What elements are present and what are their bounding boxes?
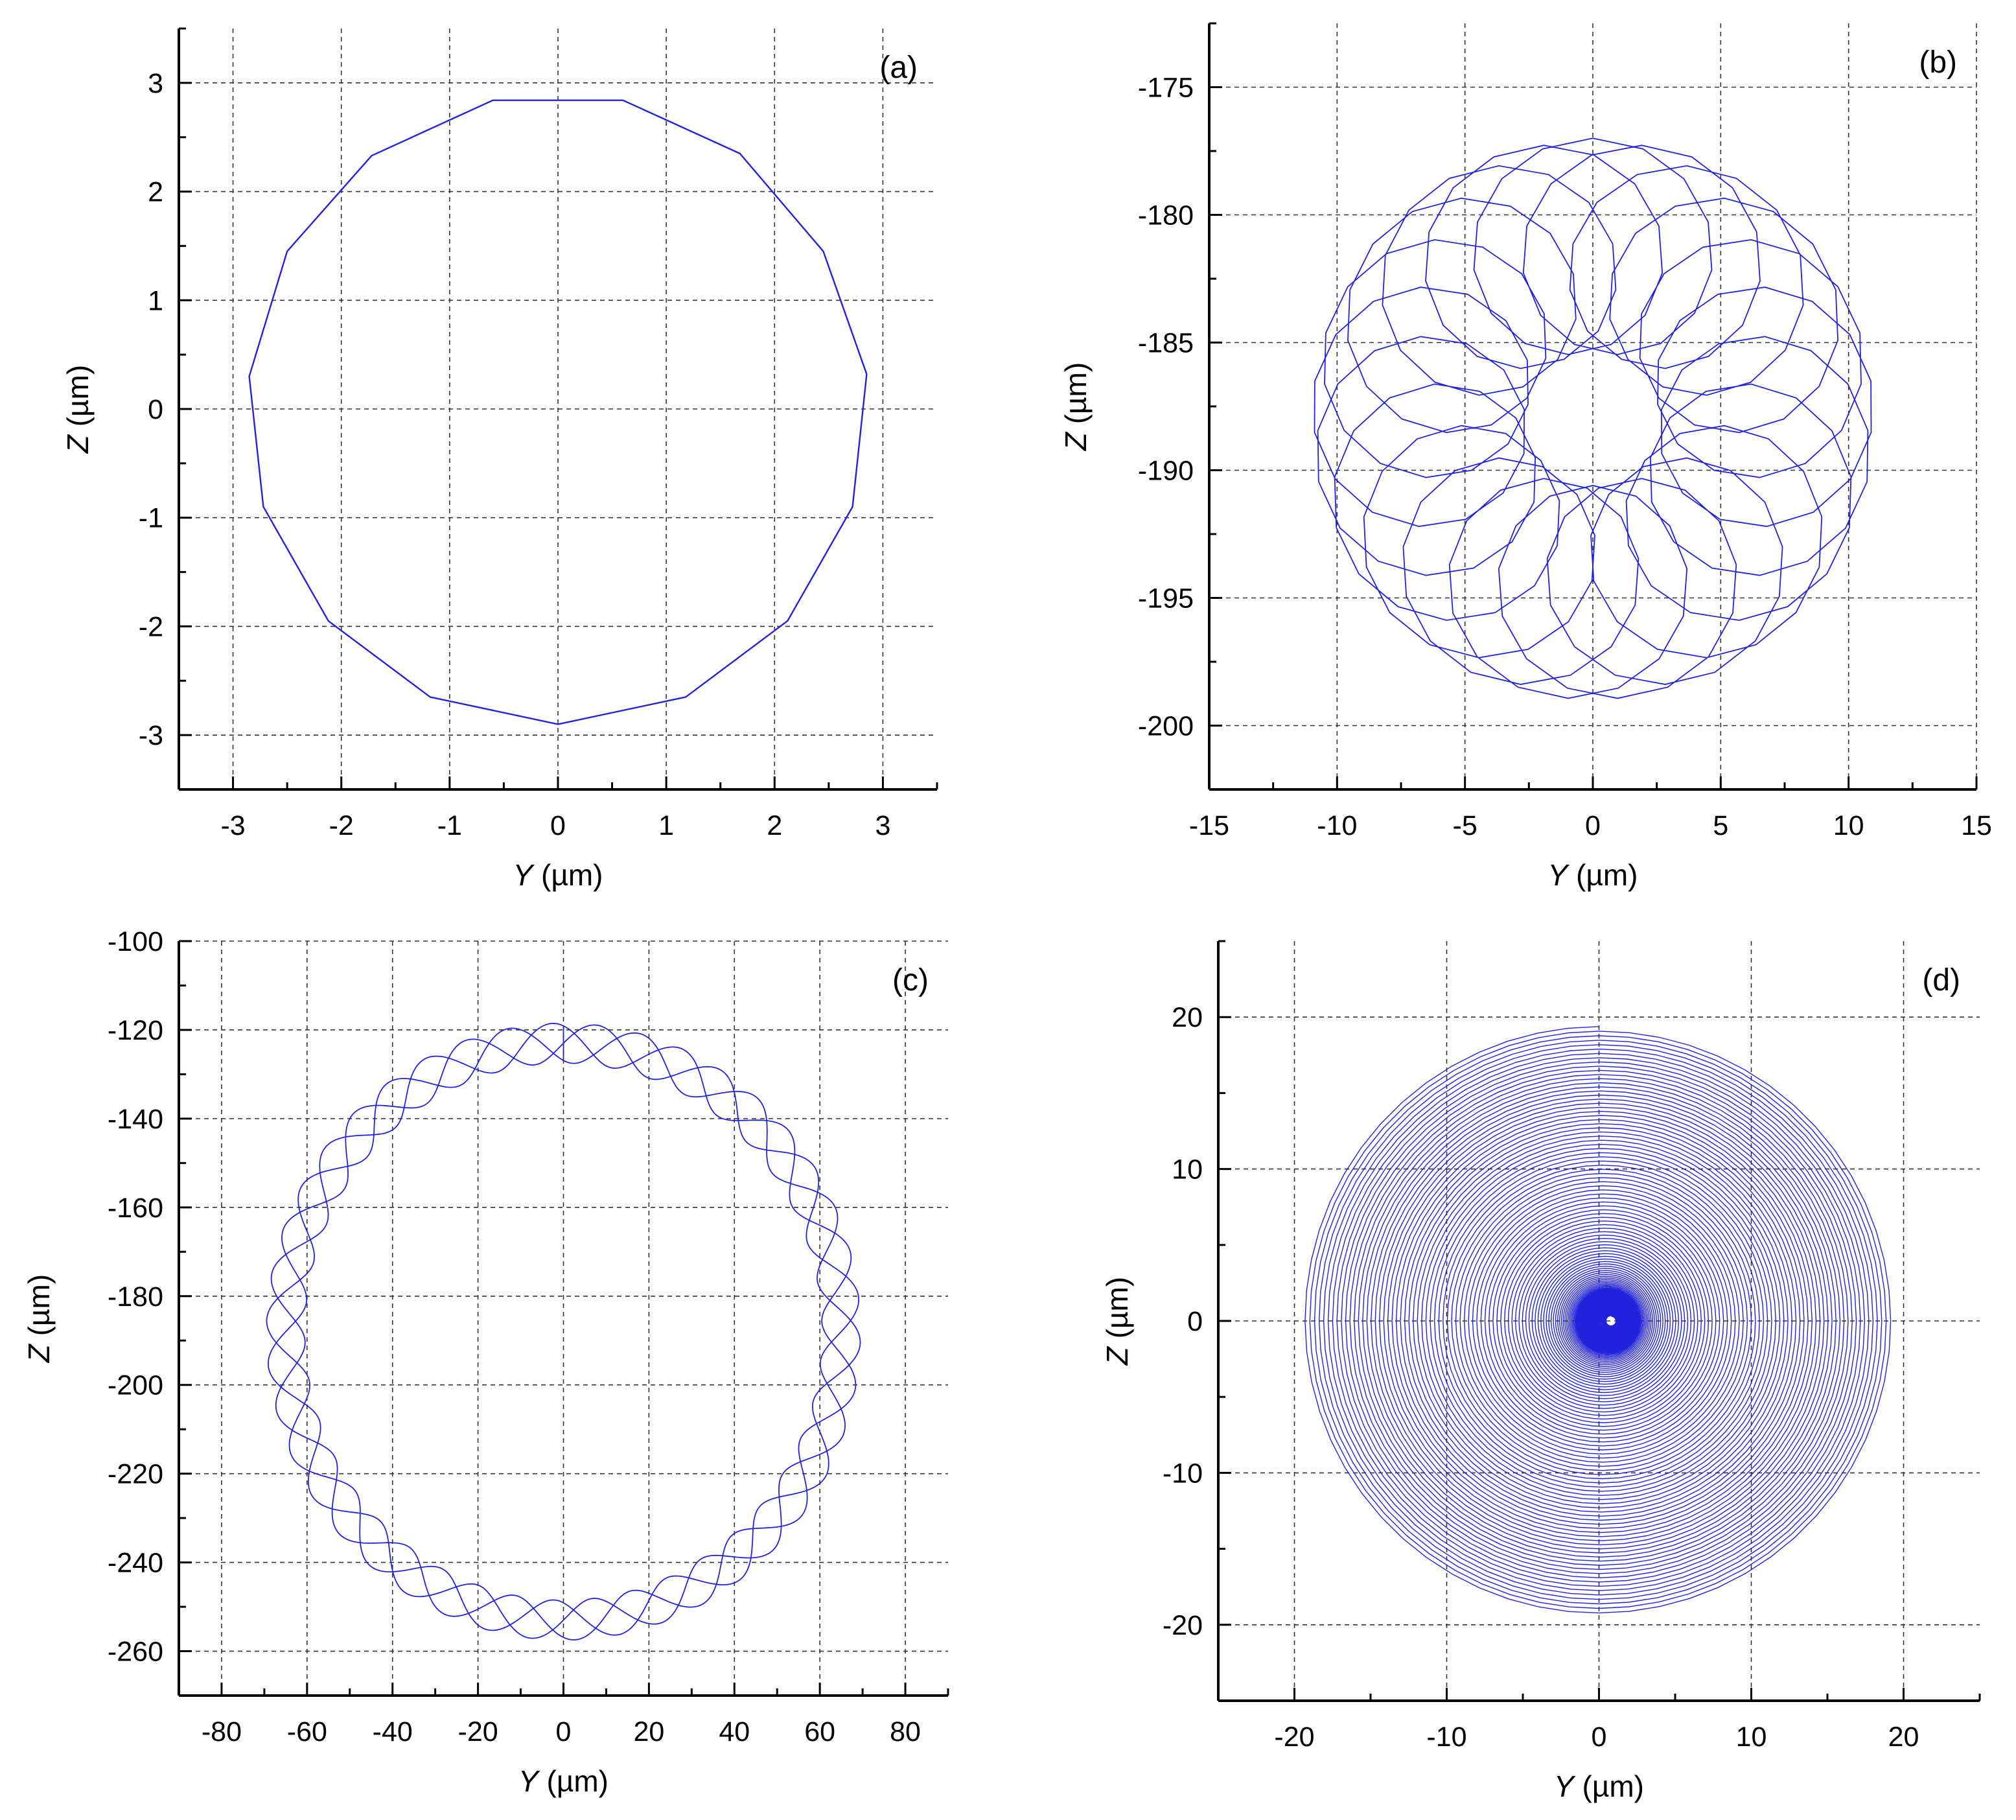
series-line-0	[248, 99, 868, 725]
x-tick-label: 10	[1833, 810, 1864, 841]
x-tick-label: 3	[875, 810, 890, 841]
y-tick-label: 10	[1172, 1154, 1203, 1185]
x-tick-label: -80	[202, 1716, 242, 1747]
panel-label: (b)	[1919, 45, 1957, 80]
y-tick-label: 3	[148, 68, 163, 99]
x-tick-label: 20	[633, 1716, 664, 1747]
y-tick-label: 0	[148, 394, 163, 425]
y-axis-title: Z (µm)	[1059, 362, 1093, 451]
y-tick-label: -1	[139, 503, 163, 534]
panel-a: -3 -2 -1 0 1 2 3 -3 -2 -1 0 1 2 3 Y (µm) Z (µm) (a)	[61, 27, 938, 892]
x-tick-label: 10	[1736, 1721, 1767, 1753]
y-tick-label: -220	[108, 1459, 163, 1490]
x-tick-label: -15	[1189, 810, 1229, 841]
x-tick-label: 15	[1961, 810, 1992, 841]
y-tick-label: -10	[1163, 1458, 1203, 1489]
y-tick-label: -175	[1138, 73, 1194, 104]
y-axis-title: Z (µm)	[61, 365, 95, 454]
panel-c: -80 -60 -40 -20 0 20 40 60 80-100-120-140-160-18…	[22, 926, 949, 1798]
x-tick-label: 80	[890, 1716, 921, 1747]
x-tick-label: -10	[1317, 810, 1357, 841]
y-tick-label: -180	[1138, 200, 1194, 231]
x-tick-label: -5	[1453, 810, 1477, 841]
y-tick-label: -200	[1138, 711, 1194, 742]
y-tick-label: -180	[108, 1281, 163, 1312]
y-tick-label: -20	[1163, 1610, 1203, 1641]
y-tick-label: 1	[148, 285, 163, 316]
x-tick-label: -40	[373, 1716, 413, 1747]
x-tick-label: -10	[1426, 1721, 1466, 1753]
x-tick-label: 5	[1713, 810, 1728, 841]
x-axis-title: Y (µm)	[1548, 858, 1638, 892]
x-tick-label: 0	[1585, 810, 1601, 841]
y-tick-label: -140	[108, 1104, 163, 1135]
x-tick-label: 0	[556, 1716, 572, 1747]
panel-label: (c)	[892, 963, 929, 998]
x-tick-label: -2	[329, 810, 354, 841]
y-tick-label: -195	[1138, 583, 1194, 614]
panel-d: -20 -10 0 10 20 20 10 0 -10 -20 Y (µm) Z (µm) (d)	[1100, 940, 1981, 1803]
y-tick-label: -190	[1138, 456, 1194, 487]
y-tick-label: 2	[148, 177, 163, 208]
x-axis-title: Y (µm)	[518, 1764, 608, 1798]
x-tick-label: -20	[1274, 1721, 1314, 1753]
x-tick-label: -20	[458, 1716, 498, 1747]
x-tick-label: 60	[804, 1716, 835, 1747]
y-axis-title: Z (µm)	[22, 1274, 56, 1363]
y-tick-label: -2	[139, 611, 163, 642]
y-tick-label: -260	[108, 1637, 163, 1668]
series-line-0	[1314, 137, 1872, 699]
x-tick-label: 20	[1888, 1721, 1919, 1753]
y-tick-label: 20	[1172, 1002, 1203, 1033]
series-line-0	[266, 1023, 861, 1641]
y-tick-label: -100	[108, 926, 163, 957]
x-tick-label: -3	[220, 810, 245, 841]
x-tick-label: 1	[658, 810, 674, 841]
y-tick-label: -160	[108, 1193, 163, 1224]
x-tick-label: -60	[287, 1716, 327, 1747]
series-line-0	[1304, 1026, 1892, 1614]
x-tick-label: 40	[719, 1716, 750, 1747]
x-tick-label: 2	[767, 810, 782, 841]
y-tick-label: -120	[108, 1015, 163, 1046]
y-tick-label: -240	[108, 1548, 163, 1579]
y-tick-label: -200	[108, 1370, 163, 1401]
x-axis-title: Y (µm)	[1554, 1769, 1644, 1803]
panel-label: (a)	[879, 51, 918, 85]
x-tick-label: 0	[550, 810, 566, 841]
x-axis-title: Y (µm)	[513, 858, 603, 892]
panel-b: -15 -10 -5 0 5 10 15 -175 -180 -185 -190 -195 -200 Y …	[1059, 22, 1992, 892]
y-tick-label: -185	[1138, 328, 1194, 359]
x-tick-label: -1	[437, 810, 462, 841]
y-tick-label: -3	[139, 720, 163, 751]
x-tick-label: 0	[1592, 1721, 1607, 1753]
panel-label: (d)	[1922, 963, 1960, 998]
y-axis-title: Z (µm)	[1100, 1277, 1134, 1366]
y-tick-label: 0	[1187, 1306, 1203, 1337]
